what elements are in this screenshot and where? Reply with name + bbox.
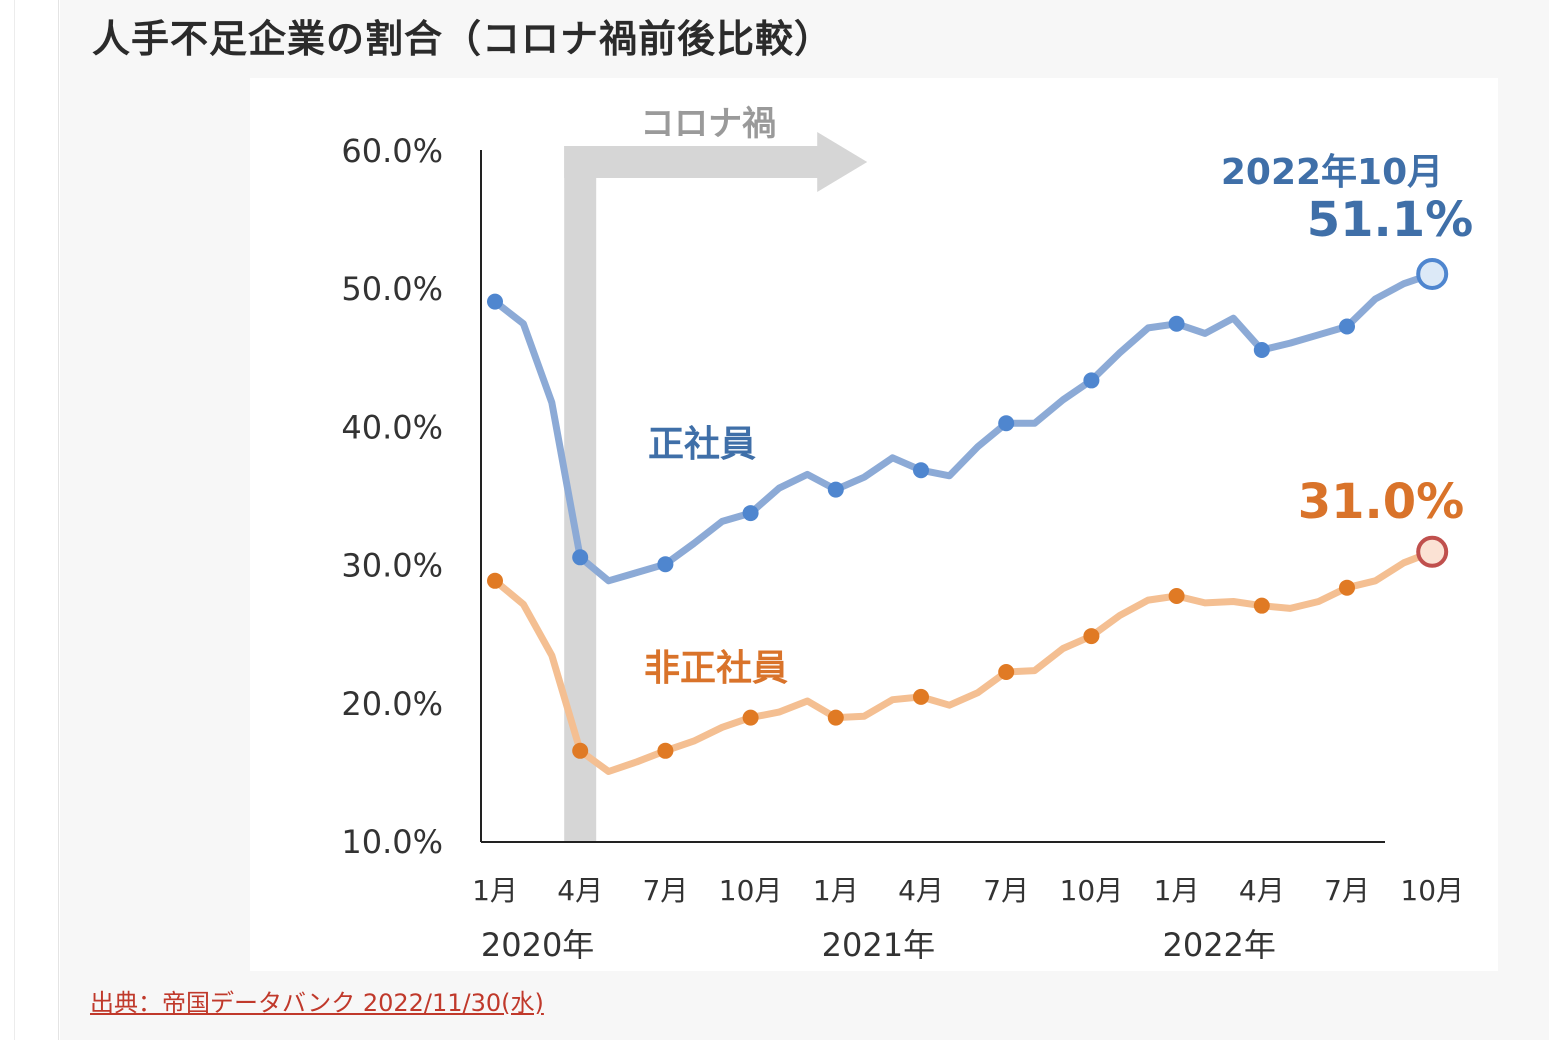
- corona-band-arrow-shaft: [564, 146, 820, 178]
- data-point: [827, 709, 844, 726]
- data-point: [1168, 588, 1185, 605]
- x-tick-label: 1月: [1154, 874, 1200, 907]
- source-link[interactable]: 出典：帝国データバンク 2022/11/30(水): [90, 989, 544, 1017]
- data-point: [1083, 628, 1100, 645]
- data-point: [998, 415, 1015, 432]
- chart-series: [487, 257, 1449, 775]
- annotation-nonregular-value: 31.0%: [1298, 474, 1465, 530]
- page-title: 人手不足企業の割合（コロナ禍前後比較）: [92, 17, 834, 61]
- data-point: [742, 505, 759, 522]
- chart-figure: コロナ禍 10.0% 20.0% 30.0% 40.0% 50.0% 60.0% 1月 4月 7…: [250, 78, 1498, 971]
- line-chart: コロナ禍 10.0% 20.0% 30.0% 40.0% 50.0% 60.0% 1月 4月 7…: [341, 104, 1473, 964]
- data-point: [1253, 342, 1270, 359]
- data-point: [487, 572, 503, 589]
- data-point: [487, 293, 503, 310]
- data-point: [998, 664, 1015, 681]
- series-label-nonregular: 非正社員: [644, 648, 788, 689]
- x-tick-label: 7月: [1324, 874, 1370, 907]
- data-point: [657, 556, 674, 573]
- x-tick-label: 4月: [898, 874, 944, 907]
- bottom-strip: [0, 1040, 1549, 1056]
- chart-axes: 10.0% 20.0% 30.0% 40.0% 50.0% 60.0% 1月 4月 7月 10月 1…: [341, 132, 1464, 964]
- data-point: [657, 742, 674, 759]
- y-tick-label: 50.0%: [341, 270, 443, 308]
- corona-band-arrow-head: [817, 132, 868, 192]
- x-tick-label: 10月: [1400, 874, 1464, 907]
- article-content: 人手不足企業の割合（コロナ禍前後比較） コロナ禍 10.0% 20.0% 30.0%…: [60, 0, 1549, 1040]
- year-label: 2020年: [481, 926, 594, 964]
- data-point: [1339, 318, 1355, 335]
- series-line-regular: [491, 270, 1436, 585]
- x-tick-label: 4月: [557, 874, 603, 907]
- corona-band-label: コロナ禍: [640, 104, 776, 144]
- y-tick-label: 10.0%: [341, 823, 443, 861]
- x-tick-label: 7月: [983, 874, 1029, 907]
- data-point: [913, 462, 929, 479]
- y-tick-label: 60.0%: [341, 132, 443, 170]
- x-tick-label: 4月: [1239, 874, 1285, 907]
- left-rail: [0, 0, 59, 1040]
- data-point: [1083, 372, 1100, 389]
- y-tick-label: 40.0%: [341, 408, 443, 446]
- data-point: [1253, 597, 1270, 614]
- x-tick-label: 1月: [472, 874, 518, 907]
- series-label-regular: 正社員: [648, 424, 756, 465]
- x-tick-label: 1月: [813, 874, 859, 907]
- data-point: [572, 549, 589, 566]
- y-tick-label: 20.0%: [341, 685, 443, 723]
- data-point: [1168, 315, 1185, 332]
- data-point: [572, 742, 589, 759]
- data-point: [742, 709, 759, 726]
- regular-end-marker: [1416, 257, 1449, 290]
- data-point: [1339, 579, 1355, 596]
- x-tick-label: 10月: [719, 874, 783, 907]
- year-label: 2022年: [1162, 926, 1275, 964]
- data-point: [913, 688, 929, 705]
- year-label: 2021年: [822, 926, 935, 964]
- data-point: [827, 481, 844, 498]
- y-tick-label: 30.0%: [341, 547, 443, 585]
- nonregular-end-marker: [1416, 535, 1449, 568]
- annotation-end-date: 2022年10月: [1221, 152, 1443, 193]
- x-tick-label: 10月: [1060, 874, 1124, 907]
- series-line-nonregular: [491, 548, 1436, 775]
- x-tick-label: 7月: [642, 874, 688, 907]
- annotation-regular-value: 51.1%: [1307, 192, 1474, 248]
